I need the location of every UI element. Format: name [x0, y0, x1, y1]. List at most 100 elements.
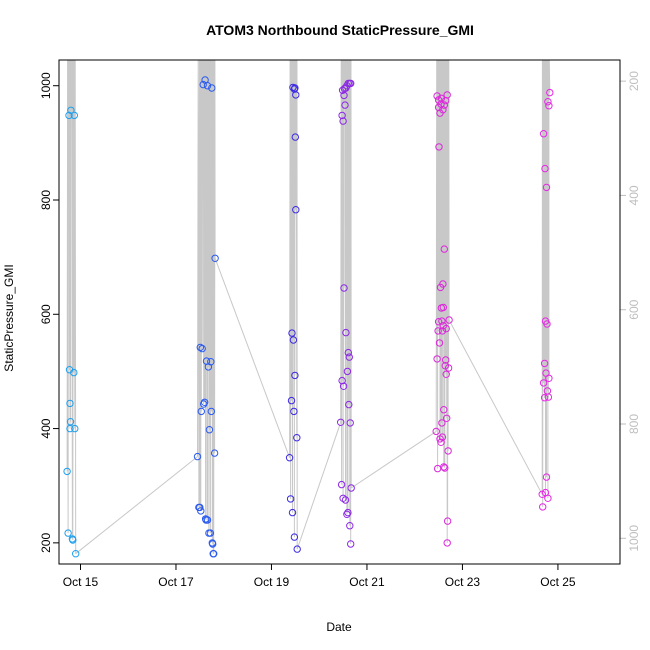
data-point — [69, 536, 77, 544]
chart-title: ATOM3 Northbound StaticPressure_GMI — [206, 22, 474, 38]
flight-track — [289, 59, 298, 550]
x-tick-label: Oct 25 — [540, 575, 576, 589]
data-point — [544, 494, 552, 502]
data-point — [292, 206, 300, 214]
data-point — [287, 396, 296, 405]
data-point — [434, 318, 443, 326]
data-point — [291, 84, 299, 92]
data-point — [341, 496, 350, 504]
data-point — [436, 435, 444, 443]
data-point — [207, 407, 216, 416]
data-point — [345, 353, 353, 361]
data-point — [344, 348, 352, 357]
data-point — [292, 91, 300, 99]
data-point — [203, 516, 212, 524]
transit-track — [214, 258, 291, 458]
data-point — [441, 464, 449, 472]
data-point — [440, 463, 448, 471]
data-point — [70, 111, 79, 120]
data-point — [337, 418, 345, 426]
data-point — [539, 379, 548, 387]
data-point — [337, 480, 346, 489]
data-point — [438, 433, 447, 441]
y2-tick-label: 800 — [627, 414, 641, 434]
data-point — [290, 407, 298, 416]
flight-track — [66, 59, 77, 554]
flight-track — [340, 59, 352, 545]
data-point — [346, 522, 354, 530]
data-point — [339, 117, 347, 125]
data-point — [342, 328, 350, 337]
data-point — [434, 327, 442, 335]
data-point — [539, 503, 547, 511]
plot-frame — [58, 59, 621, 565]
data-point — [291, 371, 299, 380]
y2-tick-label: 200 — [627, 71, 641, 91]
data-point — [340, 284, 348, 292]
data-point — [66, 399, 74, 408]
data-point — [347, 484, 355, 492]
y2-tick-label: 400 — [627, 185, 641, 205]
data-point — [546, 88, 554, 97]
data-point — [288, 508, 297, 517]
data-point — [434, 96, 443, 104]
data-point — [64, 529, 72, 537]
data-point — [440, 406, 448, 414]
y-tick-label: 800 — [39, 190, 53, 210]
data-point — [433, 92, 441, 100]
data-point — [347, 540, 355, 548]
data-point — [203, 82, 212, 90]
data-point — [70, 368, 78, 377]
data-point — [290, 533, 299, 541]
y2-tick-label: 600 — [627, 299, 641, 319]
data-point — [347, 79, 355, 88]
data-point — [211, 254, 219, 262]
axes: 200 400 600 800 1000 200 400 600 800 1000 Oct 15 Oc… — [39, 71, 641, 589]
data-point — [344, 508, 352, 517]
data-point — [439, 280, 447, 288]
data-point — [437, 438, 445, 446]
y-tick-label: 200 — [39, 533, 53, 553]
data-point — [66, 418, 75, 426]
data-point — [442, 324, 450, 333]
data-point — [439, 106, 447, 114]
flight-track — [197, 59, 216, 554]
data-point — [341, 101, 349, 109]
data-point — [540, 359, 549, 368]
transit-track — [296, 422, 342, 550]
data-point — [196, 343, 205, 352]
transit-track — [448, 319, 543, 495]
data-point — [343, 367, 352, 376]
data-point — [444, 447, 452, 455]
data-point — [210, 449, 219, 457]
data-point — [438, 317, 446, 325]
data-point — [444, 364, 453, 372]
data-point — [438, 327, 447, 335]
x-tick-label: Oct 23 — [445, 575, 481, 589]
data-point — [288, 329, 296, 337]
transit-track — [350, 430, 437, 489]
data-point — [545, 374, 553, 382]
x-tick-label: Oct 21 — [349, 575, 385, 589]
data-point — [543, 320, 551, 328]
data-point — [199, 80, 207, 89]
data-point — [291, 133, 299, 141]
x-axis-label: Date — [326, 620, 352, 634]
data-point — [206, 529, 215, 537]
data-points — [63, 76, 554, 558]
data-point — [205, 426, 214, 434]
y2-tick-label: 1000 — [627, 525, 641, 552]
data-point — [539, 130, 548, 138]
data-point — [443, 539, 451, 547]
data-point — [542, 183, 551, 192]
flight-track — [541, 59, 551, 507]
data-point — [209, 540, 217, 548]
data-point — [197, 507, 205, 515]
data-point — [207, 358, 215, 366]
data-point — [545, 102, 553, 110]
data-point — [200, 398, 209, 406]
data-point — [443, 414, 451, 422]
x-tick-label: Oct 15 — [63, 575, 99, 589]
data-point — [440, 101, 448, 109]
